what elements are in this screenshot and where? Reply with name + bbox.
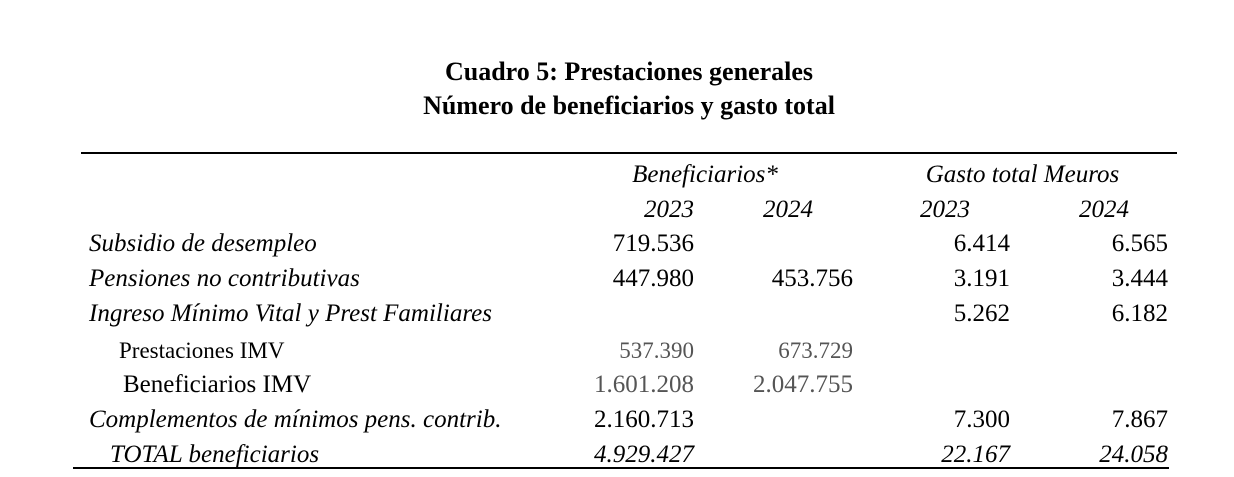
row-label-total: TOTAL beneficiarios xyxy=(110,441,320,468)
header-year-benef-2023: 2023 xyxy=(644,196,694,223)
table-title: Cuadro 5: Prestaciones generales xyxy=(444,57,814,86)
row-label-indented: Beneficiarios IMV xyxy=(123,371,312,398)
cell-gasto-2024: 3.444 xyxy=(1111,265,1168,292)
top-rule xyxy=(81,152,1177,154)
cell-benef-2023: 719.536 xyxy=(612,230,694,257)
bottom-rule xyxy=(73,467,1169,469)
row-label-indented: Prestaciones IMV xyxy=(119,338,285,363)
cell-gasto-2023: 6.414 xyxy=(953,230,1010,257)
cell-benef-2024: 2.047.755 xyxy=(753,371,853,398)
cell-gasto-2024-total: 24.058 xyxy=(1099,441,1168,468)
cell-benef-2024: 673.729 xyxy=(778,338,853,363)
cell-gasto-2023: 3.191 xyxy=(953,265,1010,292)
row-label: Pensiones no contributivas xyxy=(89,265,360,292)
cell-gasto-2023: 7.300 xyxy=(953,406,1010,433)
cell-benef-2023: 1.601.208 xyxy=(594,371,694,398)
cell-gasto-2023-total: 22.167 xyxy=(941,441,1010,468)
table-subtitle: Número de beneficiarios y gasto total xyxy=(423,91,835,120)
cell-gasto-2024: 7.867 xyxy=(1111,406,1168,433)
cell-gasto-2023: 5.262 xyxy=(953,300,1010,327)
header-year-gasto-2024: 2024 xyxy=(1079,196,1129,223)
row-label: Subsidio de desempleo xyxy=(89,230,317,257)
cell-benef-2023: 2.160.713 xyxy=(594,406,694,433)
cell-benef-2023-total: 4.929.427 xyxy=(594,441,694,468)
cell-benef-2023: 447.980 xyxy=(612,265,694,292)
header-beneficiarios: Beneficiarios* xyxy=(632,161,778,188)
header-year-benef-2024: 2024 xyxy=(763,196,813,223)
cell-benef-2023: 537.390 xyxy=(619,338,694,363)
row-label: Ingreso Mínimo Vital y Prest Familiares xyxy=(89,300,492,327)
cell-gasto-2024: 6.182 xyxy=(1111,300,1168,327)
cell-gasto-2024: 6.565 xyxy=(1111,230,1168,257)
cell-benef-2024: 453.756 xyxy=(771,265,853,292)
row-label: Complementos de mínimos pens. contrib. xyxy=(89,406,502,433)
header-year-gasto-2023: 2023 xyxy=(920,196,970,223)
header-gasto-total: Gasto total Meuros xyxy=(925,161,1120,188)
